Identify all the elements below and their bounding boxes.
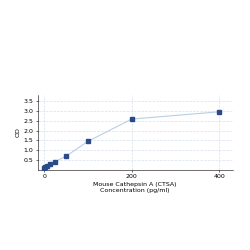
- Y-axis label: OD: OD: [16, 128, 21, 138]
- X-axis label: Mouse Cathepsin A (CTSA)
Concentration (pg/ml): Mouse Cathepsin A (CTSA) Concentration (…: [93, 182, 177, 193]
